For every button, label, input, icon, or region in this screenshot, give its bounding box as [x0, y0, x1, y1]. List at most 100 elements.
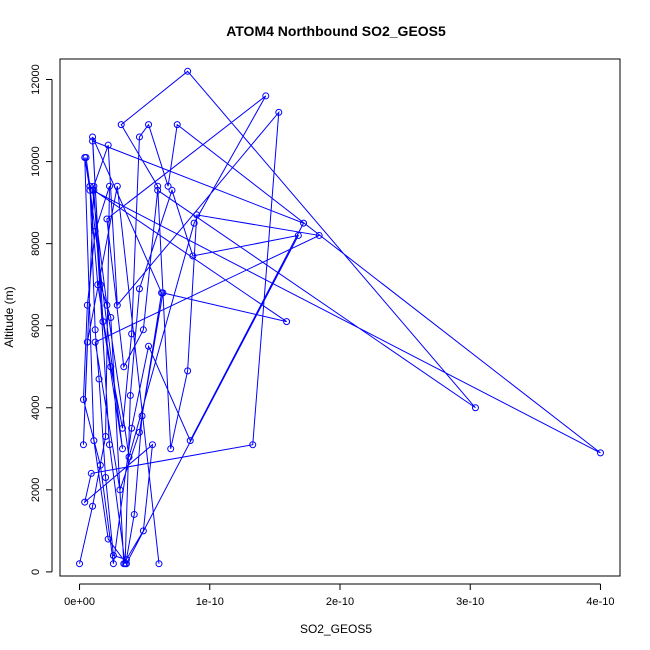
x-tick-label: 0e+00 — [64, 596, 95, 608]
data-point — [135, 133, 143, 141]
data-point — [190, 219, 198, 227]
data-point — [89, 502, 97, 510]
data-point — [116, 486, 124, 494]
data-point — [262, 92, 270, 100]
data-point — [103, 215, 111, 223]
data-point — [471, 404, 479, 412]
data-point — [173, 121, 181, 129]
data-point — [105, 441, 113, 449]
data-point — [145, 121, 153, 129]
data-point — [120, 560, 128, 568]
x-tick-label: 1e-10 — [196, 596, 224, 608]
x-axis-label: SO2_GEOS5 — [300, 622, 372, 636]
data-point — [119, 445, 127, 453]
data-point — [189, 252, 197, 260]
data-point — [94, 281, 102, 289]
y-tick-label: 4000 — [30, 396, 42, 420]
data-point — [139, 326, 147, 334]
data-point — [96, 461, 104, 469]
data-point — [249, 441, 257, 449]
y-tick-label: 10000 — [30, 146, 42, 177]
data-point — [81, 498, 89, 506]
data-point — [89, 137, 97, 145]
data-point — [90, 182, 98, 190]
data-point — [315, 231, 323, 239]
data-point — [96, 281, 104, 289]
data-point — [138, 412, 146, 420]
y-tick-label: 2000 — [30, 478, 42, 502]
data-point — [86, 186, 94, 194]
data-point — [89, 133, 97, 141]
y-tick-label: 6000 — [30, 313, 42, 337]
data-point — [139, 527, 147, 535]
data-point — [104, 535, 112, 543]
data-point — [109, 560, 117, 568]
data-point — [95, 375, 103, 383]
data-point — [91, 227, 99, 235]
y-axis: 0 2000 4000 6000 8000 10000 12000 — [30, 64, 53, 575]
data-point — [91, 326, 99, 334]
chart-title: ATOM4 Northbound SO2_GEOS5 — [226, 23, 446, 39]
data-point — [126, 391, 134, 399]
data-point — [90, 437, 98, 445]
data-point — [91, 338, 99, 346]
plot-frame — [59, 58, 621, 577]
data-point — [283, 318, 291, 326]
y-tick-label: 8000 — [30, 231, 42, 255]
data-point — [119, 424, 127, 432]
data-point — [83, 338, 91, 346]
data-point — [79, 396, 87, 404]
data-point — [79, 441, 87, 449]
data-point — [154, 182, 162, 190]
data-point — [184, 67, 192, 75]
data-point — [128, 330, 136, 338]
y-axis-label: Altitude (m) — [2, 286, 16, 347]
x-tick-label: 4e-10 — [586, 596, 614, 608]
data-point — [83, 301, 91, 309]
data-point — [186, 437, 194, 445]
data-point — [113, 182, 121, 190]
data-point — [120, 363, 128, 371]
data-point — [155, 560, 163, 568]
data-point — [103, 301, 111, 309]
data-point — [99, 318, 107, 326]
series-line — [79, 70, 601, 566]
data-point — [135, 428, 143, 436]
data-point — [104, 141, 112, 149]
data-point — [164, 182, 172, 190]
data-point — [193, 211, 201, 219]
data-point — [300, 219, 308, 227]
series-layer — [76, 67, 604, 568]
data-point — [275, 108, 283, 116]
data-point — [122, 560, 130, 568]
data-point — [294, 231, 302, 239]
data-point — [125, 453, 133, 461]
data-point — [158, 289, 166, 297]
data-point — [105, 182, 113, 190]
data-point — [167, 445, 175, 453]
data-point — [113, 301, 121, 309]
x-axis: 0e+00 1e-10 2e-10 3e-10 4e-10 — [64, 583, 615, 608]
data-point — [76, 560, 84, 568]
data-point — [89, 186, 97, 194]
data-point — [154, 186, 162, 194]
data-point — [87, 469, 95, 477]
data-point — [107, 314, 115, 321]
y-tick-label: 0 — [30, 569, 42, 575]
y-tick-label: 12000 — [30, 64, 42, 95]
data-point — [145, 342, 153, 350]
data-point — [102, 432, 110, 440]
data-point — [135, 285, 143, 293]
data-point — [117, 121, 125, 129]
data-point — [168, 186, 176, 194]
data-point — [148, 441, 156, 449]
data-point — [81, 153, 89, 161]
data-point — [128, 424, 136, 432]
data-point — [109, 551, 117, 559]
data-point — [184, 367, 192, 375]
data-point — [596, 449, 604, 457]
x-tick-label: 2e-10 — [326, 596, 354, 608]
data-point — [102, 474, 110, 482]
data-point — [107, 363, 115, 371]
